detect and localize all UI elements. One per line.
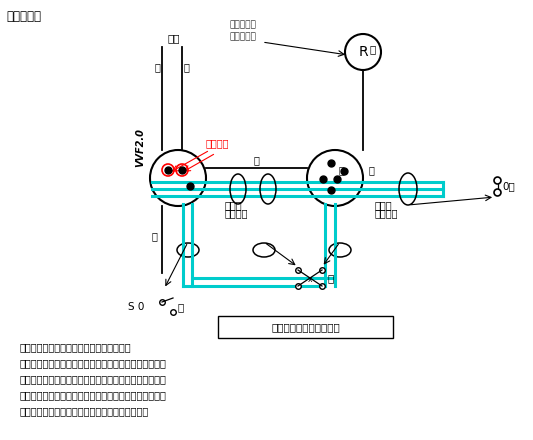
Text: リング: リング xyxy=(225,200,243,210)
Text: したがって、３路スイッチ・４路スイッチ相互間の: したがって、３路スイッチ・４路スイッチ相互間の xyxy=(20,358,167,368)
Text: 黒: 黒 xyxy=(154,62,160,72)
Text: このことにより、３路スイッチの記号「０」を除く: このことにより、３路スイッチの記号「０」を除く xyxy=(20,390,167,400)
Text: 黒: 黒 xyxy=(151,231,157,241)
Text: 結線方法については、複数の結線方法があります。: 結線方法については、複数の結線方法があります。 xyxy=(20,374,167,384)
Text: 白: 白 xyxy=(338,165,344,175)
Text: の端子に白: の端子に白 xyxy=(230,32,257,41)
Text: その他の記号については、省略しています。: その他の記号については、省略しています。 xyxy=(20,406,149,416)
Text: 受金ねじ部: 受金ねじ部 xyxy=(230,20,257,29)
Text: x: x xyxy=(308,275,312,285)
Text: 黒: 黒 xyxy=(369,165,375,175)
Text: イ: イ xyxy=(327,273,333,283)
Text: S 0: S 0 xyxy=(127,302,144,312)
Text: 白: 白 xyxy=(254,155,260,165)
Text: VVF2.0: VVF2.0 xyxy=(135,128,145,168)
Text: スリーブ: スリーブ xyxy=(225,208,248,218)
Text: R: R xyxy=(358,45,368,59)
Text: 小で圧着: 小で圧着 xyxy=(206,138,230,148)
Text: イ: イ xyxy=(369,44,375,54)
Text: コネクタ: コネクタ xyxy=(375,208,399,218)
Text: 電源: 電源 xyxy=(168,33,180,43)
Text: （注）上記の複線図は、正解の一例です。: （注）上記の複線図は、正解の一例です。 xyxy=(20,342,132,352)
Text: 0イ: 0イ xyxy=(502,181,515,191)
Text: 白: 白 xyxy=(184,62,190,72)
Text: 電線の色別は問わない。: 電線の色別は問わない。 xyxy=(271,322,340,332)
Text: イ: イ xyxy=(178,302,184,312)
Bar xyxy=(218,316,393,338)
Text: 【複線図】: 【複線図】 xyxy=(6,10,41,23)
Text: 差込形: 差込形 xyxy=(375,200,393,210)
